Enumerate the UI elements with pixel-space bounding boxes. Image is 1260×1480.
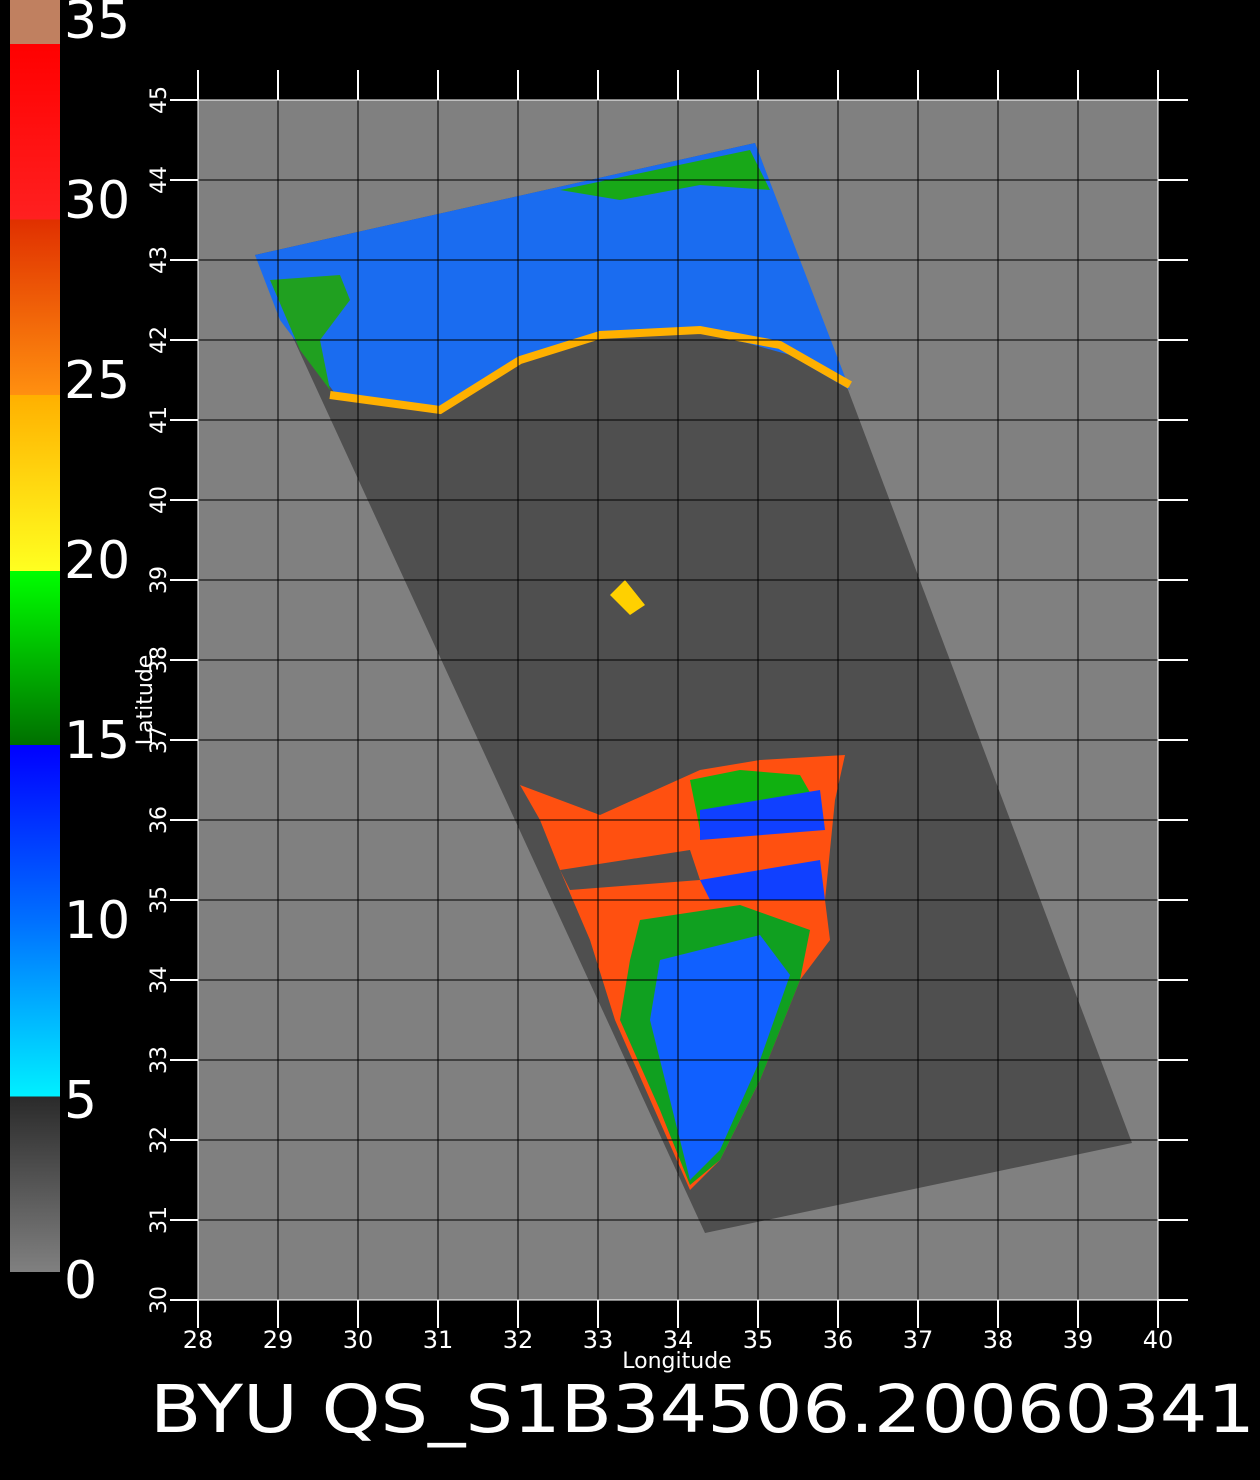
y-tick-label: 36	[147, 806, 172, 834]
y-tick-label: 43	[147, 246, 172, 274]
y-tick-label: 40	[147, 486, 172, 514]
colorbar-tick-label: 15	[64, 711, 130, 771]
swath	[255, 143, 1132, 1233]
y-axis-label: Latitude	[133, 655, 158, 746]
wind-region-south-blue-1	[700, 790, 825, 840]
y-tick-label: 45	[147, 86, 172, 114]
x-tick-label: 35	[743, 1326, 774, 1354]
colorbar-tick-label: 25	[64, 351, 130, 411]
y-tick-label: 38	[147, 646, 172, 674]
y-tick-label: 37	[147, 726, 172, 754]
y-tick-label: 39	[147, 566, 172, 594]
footer: BYU QS_S1B34506.20060341	[150, 1371, 1255, 1448]
colorbar	[10, 44, 60, 1272]
x-tick-label: 31	[423, 1326, 454, 1354]
x-tick-label: 38	[983, 1326, 1014, 1354]
y-tick-label: 41	[147, 406, 172, 434]
colorbar-tick-label: 0	[64, 1251, 97, 1311]
y-tick-label: 30	[147, 1286, 172, 1314]
x-axis-label: Longitude	[622, 1349, 731, 1374]
y-tick-label: 42	[147, 326, 172, 354]
wind-region-south-blue-3	[650, 935, 790, 1180]
colorbar-tick-label: 30	[64, 171, 130, 231]
colorbar-cap	[10, 0, 60, 45]
wind-region-north-green	[560, 150, 770, 200]
y-tick-label: 44	[147, 166, 172, 194]
wind-spot	[610, 580, 645, 615]
x-tick-label: 39	[1063, 1326, 1094, 1354]
x-tick-label: 36	[823, 1326, 854, 1354]
wind-region-northwest-green	[270, 275, 350, 390]
x-tick-label: 40	[1143, 1326, 1174, 1354]
colorbar-tick-label: 5	[64, 1071, 97, 1131]
x-tick-label: 34	[663, 1326, 694, 1354]
wind-region-south-blue-2	[700, 860, 825, 900]
y-tick-label: 35	[147, 886, 172, 914]
plot-frame	[197, 99, 1159, 1301]
y-tick-label: 31	[147, 1206, 172, 1234]
colorbar-tick-label: 20	[64, 531, 130, 591]
wind-gap	[560, 850, 700, 890]
x-tick-label: 33	[583, 1326, 614, 1354]
x-tick-label: 29	[263, 1326, 294, 1354]
wind-edge-north	[329, 325, 852, 415]
x-tick-label: 28	[183, 1326, 214, 1354]
x-tick-label: 30	[343, 1326, 374, 1354]
colorbar-tick-label: 35	[64, 0, 130, 51]
y-tick-label: 34	[147, 966, 172, 994]
x-tick-label: 37	[903, 1326, 934, 1354]
y-tick-label: 32	[147, 1126, 172, 1154]
x-tick-label: 32	[503, 1326, 534, 1354]
colorbar-tick-label: 10	[64, 891, 130, 951]
y-tick-label: 33	[147, 1046, 172, 1074]
wind-region-north	[255, 143, 850, 410]
